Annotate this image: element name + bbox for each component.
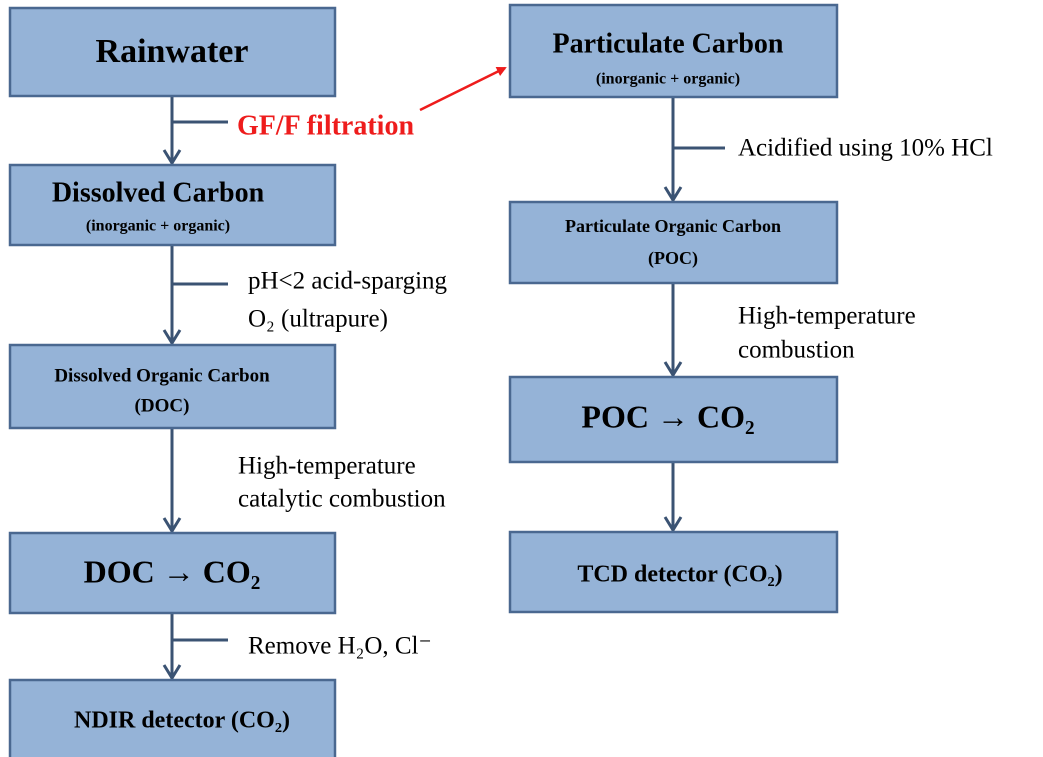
step-label: pH<2 acid-sparging <box>248 268 448 295</box>
node-sublabel: (DOC) <box>135 395 190 416</box>
node-label: Rainwater <box>96 33 249 70</box>
step-label: O₂ (ultrapure) <box>248 306 388 333</box>
step-label: Remove H₂O, Cl⁻ <box>248 633 432 660</box>
box <box>508 3 839 99</box>
step-label: combustion <box>738 337 855 364</box>
node-label: Particulate Organic Carbon <box>565 216 781 236</box>
step-label: High-temperature <box>738 303 916 330</box>
node-label: NDIR detector (CO₂) <box>74 708 290 734</box>
left-flow <box>162 96 228 681</box>
box <box>8 163 337 247</box>
node-label: Dissolved Organic Carbon <box>54 365 270 386</box>
box <box>8 678 337 757</box>
node-label: POC → CO₂ <box>581 398 754 434</box>
node-sublabel: (POC) <box>648 248 698 269</box>
box <box>508 200 839 285</box>
node-label: Particulate Carbon <box>553 28 784 59</box>
box <box>8 6 337 98</box>
step-label: GF/F filtration <box>237 110 414 141</box>
node-label: TCD detector (CO₂) <box>577 562 782 588</box>
red-arrow <box>419 66 507 112</box>
step-label: catalytic combustion <box>238 486 446 513</box>
right-flow <box>663 98 725 533</box>
step-label: High-temperature <box>238 453 416 480</box>
step-label: Acidified using 10% HCl <box>738 135 993 162</box>
node-label: Dissolved Carbon <box>52 177 265 208</box>
node-sublabel: (inorganic + organic) <box>596 71 740 88</box>
box <box>8 531 337 615</box>
node-sublabel: (inorganic + organic) <box>86 218 230 235</box>
box <box>508 530 839 614</box>
box <box>508 375 839 464</box>
node-label: DOC → CO₂ <box>84 553 261 589</box>
box <box>8 343 337 430</box>
